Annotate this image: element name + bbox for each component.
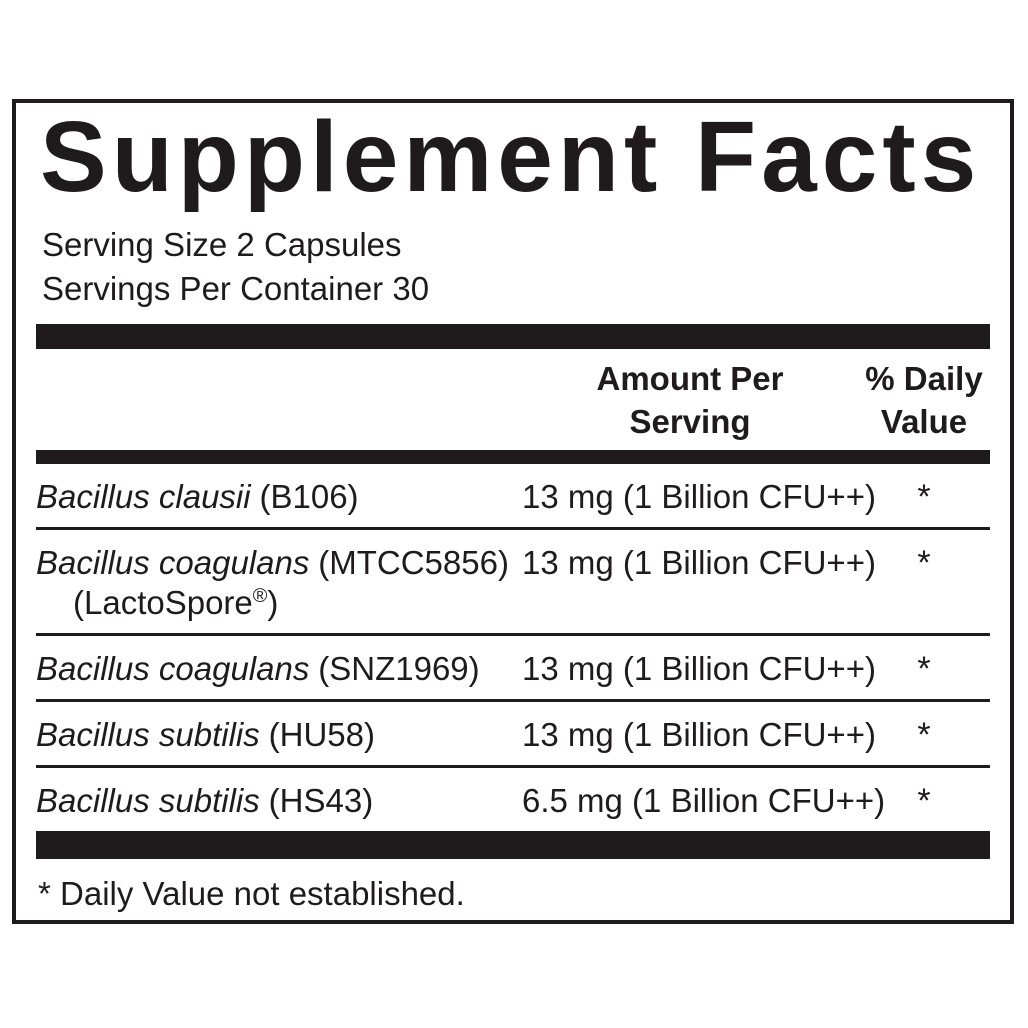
ingredient-name-line1: Bacillus coagulans (MTCC5856) xyxy=(36,543,522,583)
table-header-row: Amount Per Serving % Daily Value xyxy=(36,349,990,450)
ingredient-name: Bacillus coagulans xyxy=(36,544,310,581)
panel-title: Supplement Facts xyxy=(40,101,982,213)
ingredient-row: Bacillus coagulans (MTCC5856) (LactoSpore… xyxy=(36,530,990,636)
supplement-facts-panel: Supplement Facts Serving Size 2 Capsules… xyxy=(12,99,1014,924)
servings-per-container-line: Servings Per Container 30 xyxy=(42,270,430,307)
amount-value: 13 mg (1 Billion CFU++) xyxy=(522,716,876,753)
amount-value: 13 mg (1 Billion CFU++) xyxy=(522,650,876,687)
column-header-amount: Amount Per Serving xyxy=(596,360,784,440)
strain-id: (B106) xyxy=(259,478,359,515)
daily-value-asterisk: * xyxy=(917,544,931,582)
ingredient-name: Bacillus subtilis xyxy=(36,782,260,819)
amount-value: 6.5 mg (1 Billion CFU++) xyxy=(522,782,886,819)
amount-value: 13 mg (1 Billion CFU++) xyxy=(522,544,876,581)
header-underline-bar xyxy=(36,450,990,464)
strain-id: (HU58) xyxy=(268,716,376,753)
ingredient-name-cell: Bacillus subtilis (HU58) xyxy=(36,715,522,755)
trademark-name-line: (LactoSpore®) xyxy=(36,583,522,623)
daily-value-asterisk: * xyxy=(917,782,931,820)
amount-value: 13 mg (1 Billion CFU++) xyxy=(522,478,876,515)
ingredient-name: Bacillus coagulans xyxy=(36,650,310,687)
ingredient-row: Bacillus clausii (B106) 13 mg (1 Billion … xyxy=(36,464,990,530)
registered-trademark-symbol: ® xyxy=(252,585,268,607)
ingredient-row: Bacillus coagulans (SNZ1969) 13 mg (1 Bil… xyxy=(36,636,990,702)
ingredient-name: Bacillus clausii xyxy=(36,478,251,515)
strain-id: (HS43) xyxy=(268,782,374,819)
ingredient-name-cell: Bacillus coagulans (SNZ1969) xyxy=(36,649,522,689)
ingredient-row: Bacillus subtilis (HU58) 13 mg (1 Billion… xyxy=(36,702,990,768)
daily-value-asterisk: * xyxy=(917,716,931,754)
bottom-separator-bar xyxy=(36,831,990,859)
top-separator-bar xyxy=(36,324,990,349)
serving-size-line: Serving Size 2 Capsules xyxy=(42,226,402,263)
ingredient-name-cell: Bacillus clausii (B106) xyxy=(36,477,522,517)
serving-info: Serving Size 2 Capsules Servings Per Con… xyxy=(42,223,990,311)
trademark-name: (LactoSpore xyxy=(73,584,253,621)
ingredient-row: Bacillus subtilis (HS43) 6.5 mg (1 Billio… xyxy=(36,768,990,831)
ingredient-name-cell: Bacillus subtilis (HS43) xyxy=(36,781,522,821)
strain-id: (MTCC5856) xyxy=(318,544,509,581)
ingredient-name-cell: Bacillus coagulans (MTCC5856) (LactoSpore… xyxy=(36,543,522,623)
strain-id: (SNZ1969) xyxy=(318,650,480,687)
column-header-daily-value: % Daily Value xyxy=(865,360,983,440)
daily-value-asterisk: * xyxy=(917,650,931,688)
footnote: * Daily Value not established. xyxy=(38,875,465,912)
ingredient-name: Bacillus subtilis xyxy=(36,716,260,753)
trademark-close-paren: ) xyxy=(267,584,279,621)
daily-value-asterisk: * xyxy=(917,478,931,516)
